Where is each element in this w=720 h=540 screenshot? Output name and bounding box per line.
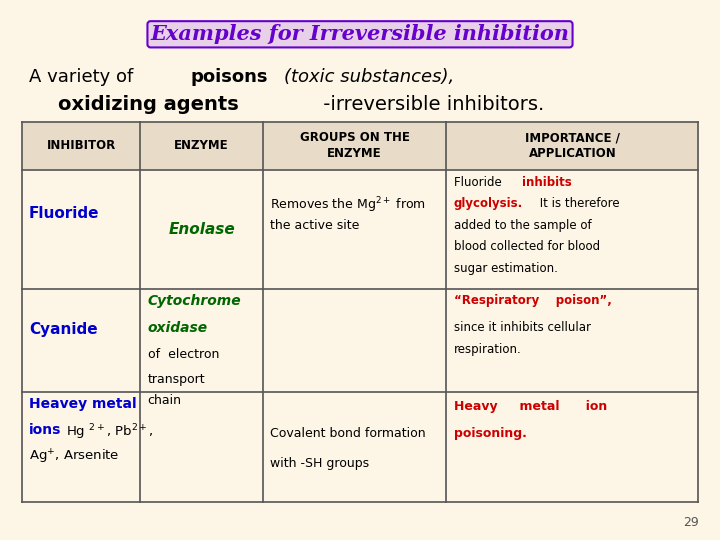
Text: Cytochrome: Cytochrome — [148, 294, 241, 308]
Text: Covalent bond formation: Covalent bond formation — [270, 427, 426, 440]
Text: (toxic substances),: (toxic substances), — [284, 68, 454, 85]
Text: ions: ions — [29, 423, 61, 437]
Text: “Respiratory    poison”,: “Respiratory poison”, — [454, 294, 611, 307]
Text: GROUPS ON THE
ENZYME: GROUPS ON THE ENZYME — [300, 131, 410, 160]
Text: Cyanide: Cyanide — [29, 322, 97, 337]
Text: poisoning.: poisoning. — [454, 427, 526, 440]
Text: of  electron: of electron — [148, 348, 219, 361]
Text: Hg $^{2+}$, Pb$^{2+}$,: Hg $^{2+}$, Pb$^{2+}$, — [66, 423, 154, 442]
Text: 29: 29 — [683, 516, 698, 529]
Text: -irreversible inhibitors.: -irreversible inhibitors. — [317, 94, 544, 113]
Text: oxidase: oxidase — [148, 321, 208, 335]
Text: Fluoride: Fluoride — [29, 206, 99, 221]
Text: oxidizing agents: oxidizing agents — [58, 94, 238, 113]
Text: INHIBITOR: INHIBITOR — [46, 139, 116, 152]
Text: added to the sample of: added to the sample of — [454, 219, 591, 232]
Text: respiration.: respiration. — [454, 343, 521, 356]
Text: transport: transport — [148, 373, 205, 386]
Text: inhibits: inhibits — [522, 176, 572, 188]
Text: Fluoride: Fluoride — [454, 176, 531, 188]
Text: Enolase: Enolase — [168, 222, 235, 237]
Text: IMPORTANCE /
APPLICATION: IMPORTANCE / APPLICATION — [525, 131, 620, 160]
Text: Heavey metal: Heavey metal — [29, 397, 136, 411]
Text: sugar estimation.: sugar estimation. — [454, 262, 557, 275]
Text: Examples for Irreversible inhibition: Examples for Irreversible inhibition — [150, 24, 570, 44]
Text: with -SH groups: with -SH groups — [270, 456, 369, 470]
Text: A variety of: A variety of — [29, 68, 139, 85]
Text: chain: chain — [148, 394, 181, 407]
Text: It is therefore: It is therefore — [536, 197, 620, 210]
Text: poisons: poisons — [191, 68, 269, 85]
Text: Ag$^{+}$, Arsenite: Ag$^{+}$, Arsenite — [29, 448, 120, 467]
Text: since it inhibits cellular: since it inhibits cellular — [454, 321, 590, 334]
Text: Heavy     metal      ion: Heavy metal ion — [454, 400, 607, 413]
Text: Removes the Mg$^{2+}$ from
the active site: Removes the Mg$^{2+}$ from the active si… — [270, 195, 426, 232]
Text: glycolysis.: glycolysis. — [454, 197, 523, 210]
FancyBboxPatch shape — [22, 122, 698, 170]
Text: blood collected for blood: blood collected for blood — [454, 240, 600, 253]
Text: ENZYME: ENZYME — [174, 139, 229, 152]
